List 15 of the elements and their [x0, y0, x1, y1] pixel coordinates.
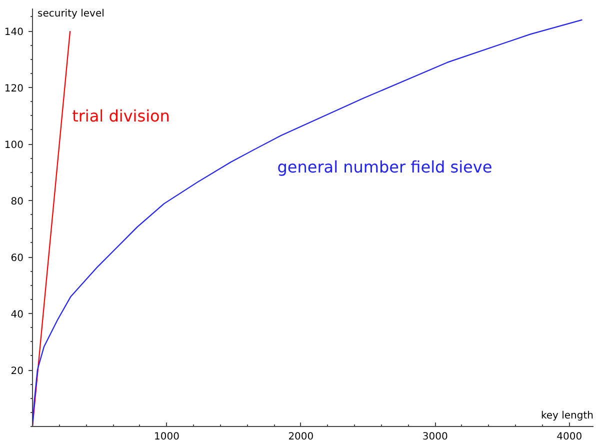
x-tick-label: 4000: [556, 432, 582, 442]
y-tick-label: 60: [10, 253, 24, 264]
y-tick-label: 140: [4, 27, 24, 38]
y-tick-label: 120: [4, 84, 24, 95]
y-tick-label: 20: [10, 366, 24, 378]
y-tick-label: 80: [10, 196, 24, 208]
y-tick-label: 40: [10, 310, 24, 321]
y-tick-label: 100: [4, 140, 24, 152]
x-tick-label: 3000: [422, 432, 448, 442]
x-tick-label: 1000: [154, 432, 180, 442]
series-label: general number field sieve: [277, 157, 492, 176]
y-axis-title: security level: [38, 8, 104, 20]
x-tick-label: 2000: [288, 432, 314, 442]
x-axis-title: key length: [540, 410, 594, 422]
series-label: trial division: [72, 106, 170, 126]
